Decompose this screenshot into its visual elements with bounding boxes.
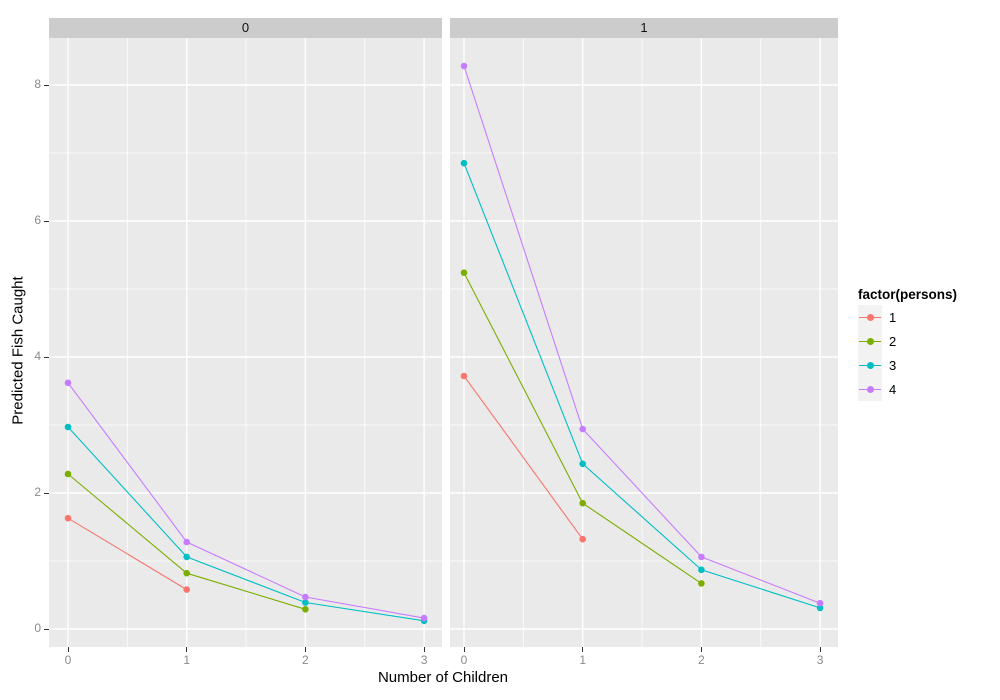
legend: factor(persons) 1 2 3 (858, 287, 998, 401)
series-line-persons-1 (67, 517, 187, 591)
data-point-persons-3 (183, 553, 190, 561)
data-point-persons-3 (302, 599, 309, 606)
data-point-persons-4 (420, 614, 428, 622)
y-tick-mark (44, 628, 49, 630)
data-point-persons-3 (460, 159, 468, 167)
data-point-persons-4 (183, 538, 190, 546)
y-tick-mark (44, 356, 49, 358)
legend-title: factor(persons) (858, 287, 958, 302)
y-tick-mark (44, 220, 49, 222)
data-point-persons-1 (183, 586, 190, 593)
series-line-persons-4 (67, 382, 425, 619)
facet-strip-label: 0 (241, 20, 250, 35)
legend-key-swatch (858, 377, 882, 401)
y-tick-label: 4 (34, 349, 41, 363)
series-line-persons-4 (463, 65, 821, 604)
data-point-persons-3 (816, 604, 824, 612)
x-tick-mark (582, 647, 584, 652)
series-line-persons-1 (463, 375, 584, 540)
facet-strip-0: 0 (49, 18, 442, 38)
data-point-persons-3 (64, 423, 72, 431)
x-tick-mark (700, 647, 702, 652)
data-point-persons-4 (64, 379, 72, 387)
facet-strip-1: 1 (450, 18, 838, 38)
facet-strip-label: 1 (640, 20, 648, 35)
x-tick-mark (423, 647, 425, 652)
data-point-persons-3 (698, 566, 705, 574)
x-tick-label: 0 (64, 653, 72, 667)
legend-item-label: 2 (889, 333, 897, 349)
x-tick-label: 1 (579, 653, 587, 667)
x-tick-mark (463, 647, 465, 652)
x-tick-label: 0 (460, 653, 468, 667)
x-tick-label: 3 (420, 653, 428, 667)
point-glyph-icon (866, 385, 874, 393)
legend-item-label: 4 (889, 381, 897, 397)
facet-panel-1 (450, 38, 838, 647)
x-tick-label: 2 (698, 653, 705, 667)
legend-key-swatch (858, 305, 882, 329)
y-tick-label: 0 (34, 621, 41, 635)
data-point-persons-4 (460, 62, 468, 70)
data-point-persons-3 (579, 460, 586, 468)
x-tick-mark (819, 647, 821, 652)
x-tick-label: 2 (302, 653, 309, 667)
data-point-persons-2 (302, 606, 309, 613)
data-point-persons-1 (64, 514, 72, 522)
facet-panel-0 (49, 38, 442, 647)
series-line-persons-3 (67, 426, 425, 622)
legend-item-label: 1 (889, 309, 897, 325)
series-line-persons-3 (463, 162, 821, 609)
y-tick-label: 8 (34, 77, 41, 91)
data-point-persons-2 (460, 269, 468, 276)
x-tick-label: 3 (816, 653, 824, 667)
data-point-persons-2 (698, 580, 705, 587)
legend-item: 3 (858, 353, 998, 377)
x-axis-title: Number of Children (377, 669, 509, 686)
data-point-persons-4 (302, 593, 309, 601)
y-tick-label: 2 (34, 485, 41, 499)
legend-item-label: 3 (889, 357, 897, 373)
point-glyph-icon (866, 337, 874, 345)
data-point-persons-4 (816, 599, 824, 607)
data-point-persons-2 (183, 569, 190, 577)
point-glyph-icon (866, 361, 874, 369)
legend-key-swatch (858, 329, 882, 353)
x-tick-mark (304, 647, 306, 652)
data-point-persons-1 (460, 372, 468, 380)
point-glyph-icon (866, 313, 874, 321)
data-point-persons-2 (579, 499, 586, 507)
legend-item: 2 (858, 329, 998, 353)
y-tick-mark (44, 84, 49, 86)
data-point-persons-4 (698, 553, 705, 561)
legend-item: 4 (858, 377, 998, 401)
y-tick-mark (44, 492, 49, 494)
legend-item: 1 (858, 305, 998, 329)
data-point-persons-4 (579, 425, 586, 433)
y-tick-label: 6 (34, 213, 41, 227)
data-point-persons-1 (579, 535, 586, 543)
legend-key-swatch (858, 353, 882, 377)
x-tick-label: 1 (183, 653, 191, 667)
x-tick-mark (67, 647, 69, 652)
x-tick-mark (186, 647, 188, 652)
data-point-persons-2 (64, 470, 72, 478)
